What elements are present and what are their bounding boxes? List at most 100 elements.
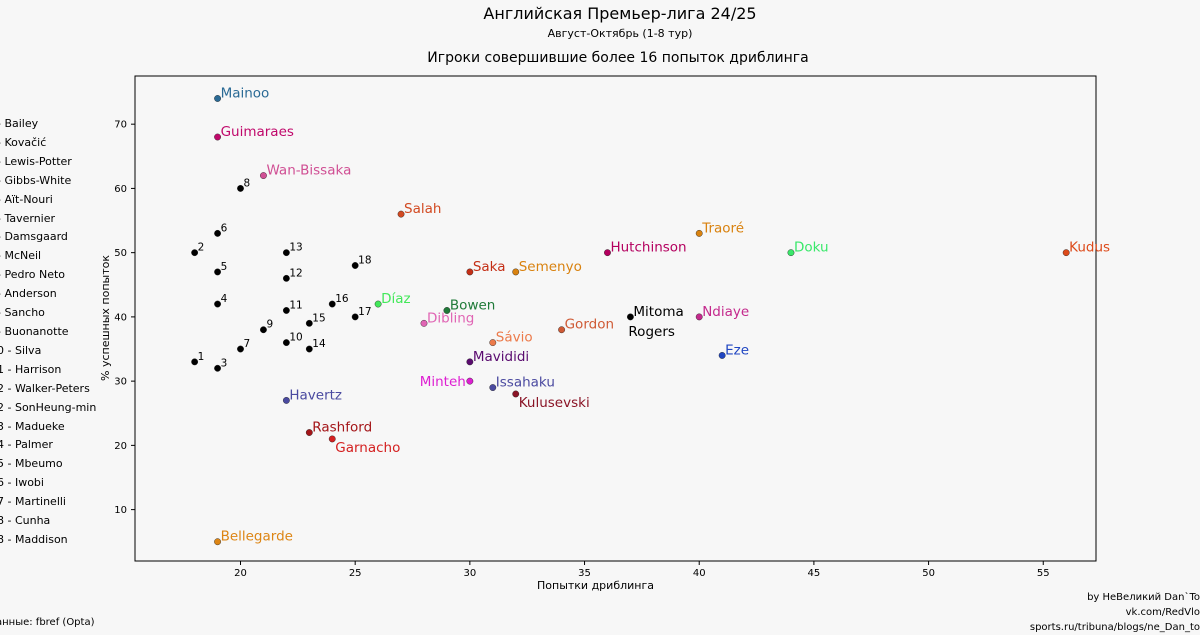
legend-item: - Kovačić xyxy=(0,135,47,149)
data-label: 8 xyxy=(244,177,251,189)
data-label: Doku xyxy=(794,240,829,256)
data-label: 6 xyxy=(221,222,228,234)
data-label: Dibling xyxy=(427,310,474,326)
legend-item: - Pedro Neto xyxy=(0,268,66,282)
legend-item: - Aït-Nouri xyxy=(0,192,53,206)
data-point xyxy=(695,229,703,237)
data-point xyxy=(374,300,382,308)
data-label: 4 xyxy=(221,293,228,305)
data-point xyxy=(237,345,244,353)
data-point xyxy=(191,249,199,257)
data-point xyxy=(695,313,703,321)
data-label: Ndiaye xyxy=(702,304,749,320)
data-label: Bellegarde xyxy=(221,529,293,545)
data-label: Hutchinson xyxy=(610,240,686,256)
data-label: 3 xyxy=(221,357,228,369)
chart-subtitle: Август-Октябрь (1-8 тур) xyxy=(547,27,693,40)
data-point xyxy=(305,319,313,327)
data-point xyxy=(466,358,474,366)
data-point xyxy=(604,249,611,257)
legend-item: - McNeil xyxy=(0,249,42,263)
data-label: Díaz xyxy=(381,291,411,307)
data-label: Wan-Bissaka xyxy=(266,163,351,179)
data-point xyxy=(328,435,336,443)
data-point xyxy=(282,307,290,314)
y-tick-label: 20 xyxy=(114,441,127,452)
data-label: 14 xyxy=(312,338,326,350)
legend-item: 1 - Harrison xyxy=(0,362,62,376)
data-label: 16 xyxy=(335,293,349,305)
x-tick-label: 35 xyxy=(578,568,591,579)
legend-item: - Sancho xyxy=(0,306,45,320)
data-label: Guimaraes xyxy=(221,124,294,140)
legend-item: 5 - Mbeumo xyxy=(0,457,63,471)
y-tick-label: 10 xyxy=(114,505,127,516)
data-label: Semenyo xyxy=(519,259,582,275)
data-point xyxy=(718,352,726,359)
y-tick-label: 30 xyxy=(114,377,127,388)
data-point xyxy=(214,364,221,372)
data-label: Mainoo xyxy=(221,85,270,101)
y-tick-label: 60 xyxy=(114,184,127,195)
plot-title: Игроки совершившие более 16 попыток дриб… xyxy=(427,50,809,66)
y-tick-label: 50 xyxy=(114,248,127,259)
plot-frame xyxy=(134,75,1097,562)
y-tick-label: 40 xyxy=(114,312,127,323)
x-tick-label: 55 xyxy=(1037,568,1050,579)
data-label: Issahaku xyxy=(496,375,555,391)
data-label: 9 xyxy=(266,319,273,331)
author-credits: by НеВеликий Dan`To vk.com/RedVlo sports… xyxy=(1030,590,1200,635)
data-point xyxy=(191,358,199,366)
data-label: 13 xyxy=(289,242,302,254)
data-label: Havertz xyxy=(289,387,342,403)
data-point xyxy=(1062,249,1070,257)
data-point xyxy=(627,313,634,321)
data-point xyxy=(558,326,566,334)
data-point xyxy=(397,210,405,218)
y-tick-label: 70 xyxy=(114,120,127,131)
data-label: Rashford xyxy=(312,420,372,436)
data-point xyxy=(282,274,290,282)
data-point xyxy=(237,185,244,192)
data-label: Mitoma xyxy=(633,304,683,320)
data-point xyxy=(282,397,290,404)
data-label: Gordon xyxy=(565,317,614,333)
data-label: Kudus xyxy=(1069,240,1110,256)
data-point xyxy=(328,300,336,308)
legend-item: 2 - Walker-Peters xyxy=(0,381,90,395)
data-label: 10 xyxy=(289,332,302,344)
x-tick-label: 45 xyxy=(808,568,821,579)
legend-item: - Bailey xyxy=(0,117,39,130)
data-label: 7 xyxy=(244,338,251,350)
data-label: Rogers xyxy=(628,324,675,340)
data-point xyxy=(260,326,267,334)
data-point xyxy=(282,249,290,257)
chart-title: Английская Премьер-лига 24/25 xyxy=(483,4,757,23)
data-point xyxy=(214,268,221,276)
data-point xyxy=(305,429,313,436)
y-axis-label: % успешных попыток xyxy=(99,255,112,381)
legend-item: 3 - Madueke xyxy=(0,419,65,433)
data-point xyxy=(214,300,221,308)
credit-line: by НеВеликий Dan`To xyxy=(1087,592,1200,603)
x-axis-label: Попытки дриблинга xyxy=(537,579,654,592)
legend-item: 4 - Palmer xyxy=(0,438,53,452)
data-label: 17 xyxy=(358,306,371,318)
x-tick-label: 30 xyxy=(463,568,476,579)
data-point xyxy=(214,95,221,102)
data-label: 2 xyxy=(198,242,205,254)
data-point xyxy=(260,172,267,179)
data-point xyxy=(443,307,451,314)
x-tick-label: 25 xyxy=(349,568,362,579)
data-point xyxy=(214,133,221,141)
data-point xyxy=(214,229,221,237)
data-label: Bowen xyxy=(450,297,495,313)
credit-line: sports.ru/tribuna/blogs/ne_Dan_to xyxy=(1029,622,1200,633)
legend-item: 2 - SonHeung-min xyxy=(0,400,97,414)
legend-item: 0 - Silva xyxy=(0,343,42,357)
data-label: Kulusevski xyxy=(519,395,590,411)
data-point xyxy=(420,319,428,327)
legend-item: - Gibbs-White xyxy=(0,173,72,187)
data-point xyxy=(512,390,520,398)
legend-item: 7 - Martinelli xyxy=(0,495,66,509)
